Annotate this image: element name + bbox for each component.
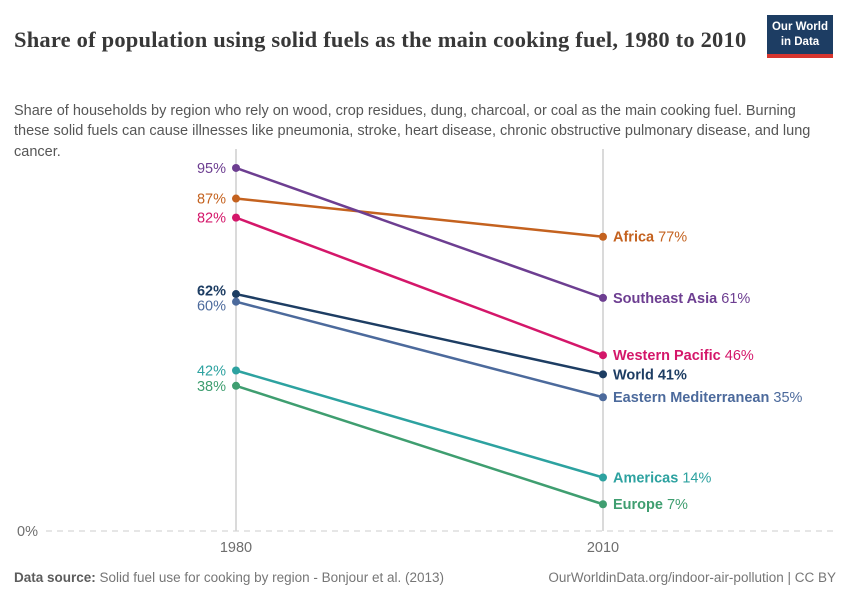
chart-title: Share of population using solid fuels as… xyxy=(14,27,747,53)
series-line-world[interactable] xyxy=(235,292,604,376)
series-label-southeast-asia[interactable]: Southeast Asia 61% xyxy=(613,291,750,307)
data-point[interactable] xyxy=(232,213,240,222)
data-point[interactable] xyxy=(232,194,240,203)
series-label-world[interactable]: World 41% xyxy=(613,367,687,383)
series-line-africa[interactable] xyxy=(235,197,604,238)
y-axis-zero-label: 0% xyxy=(17,524,38,540)
slope-chart: 0% 1980 2010 95% 87% 82% 62%60% 42%38% Africa 77… xyxy=(17,149,836,556)
series-line-eastern-mediterranean[interactable] xyxy=(235,300,604,399)
start-value-label-southeast-asia[interactable]: 95% xyxy=(197,161,226,177)
data-point[interactable] xyxy=(232,381,240,390)
x-tick-label-2010: 2010 xyxy=(587,540,619,556)
start-value-label-europe[interactable]: 38% xyxy=(197,379,226,395)
series-line-southeast-asia[interactable] xyxy=(235,166,604,300)
start-value-label-africa[interactable]: 87% xyxy=(197,192,226,208)
data-point[interactable] xyxy=(599,393,607,402)
footer: Data source: Solid fuel use for cooking … xyxy=(14,570,836,585)
start-value-label-world[interactable]: 62% xyxy=(197,283,226,299)
data-point[interactable] xyxy=(232,163,240,172)
data-point[interactable] xyxy=(599,500,607,509)
series-label-eastern-mediterranean[interactable]: Eastern Mediterranean 35% xyxy=(613,390,803,406)
series-label-western-pacific[interactable]: Western Pacific 46% xyxy=(613,348,754,364)
start-value-label-western-pacific[interactable]: 82% xyxy=(197,211,226,227)
series-label-africa[interactable]: Africa 77% xyxy=(613,230,687,246)
data-point[interactable] xyxy=(232,297,240,306)
owid-logo-line1: Our World xyxy=(771,21,828,33)
data-point[interactable] xyxy=(599,232,607,241)
data-point[interactable] xyxy=(599,351,607,360)
owid-logo[interactable]: Our World in Data xyxy=(767,15,833,58)
datasource-text: Solid fuel use for cooking by region - B… xyxy=(95,570,444,585)
data-point[interactable] xyxy=(232,366,240,375)
data-point[interactable] xyxy=(599,370,607,379)
owid-logo-line2: in Data xyxy=(780,35,820,48)
series-line-europe[interactable] xyxy=(235,384,604,506)
series-line-western-pacific[interactable] xyxy=(235,216,604,357)
owid-url-link[interactable]: OurWorldinData.org/indoor-air-pollution … xyxy=(548,570,836,585)
series-label-europe[interactable]: Europe 7% xyxy=(613,497,688,513)
series-label-americas[interactable]: Americas 14% xyxy=(613,470,711,486)
data-point[interactable] xyxy=(599,293,607,302)
start-value-label-eastern-mediterranean[interactable]: 60% xyxy=(197,298,226,314)
series-line-americas[interactable] xyxy=(235,369,604,479)
datasource-label: Data source: xyxy=(14,570,96,585)
data-point[interactable] xyxy=(599,473,607,482)
datasource: Data source: Solid fuel use for cooking … xyxy=(14,570,444,585)
chart-subtitle: Share of households by region who rely o… xyxy=(14,102,811,160)
x-tick-label-1980: 1980 xyxy=(220,540,252,556)
data-point[interactable] xyxy=(232,290,240,299)
start-value-label-americas[interactable]: 42% xyxy=(197,363,226,379)
